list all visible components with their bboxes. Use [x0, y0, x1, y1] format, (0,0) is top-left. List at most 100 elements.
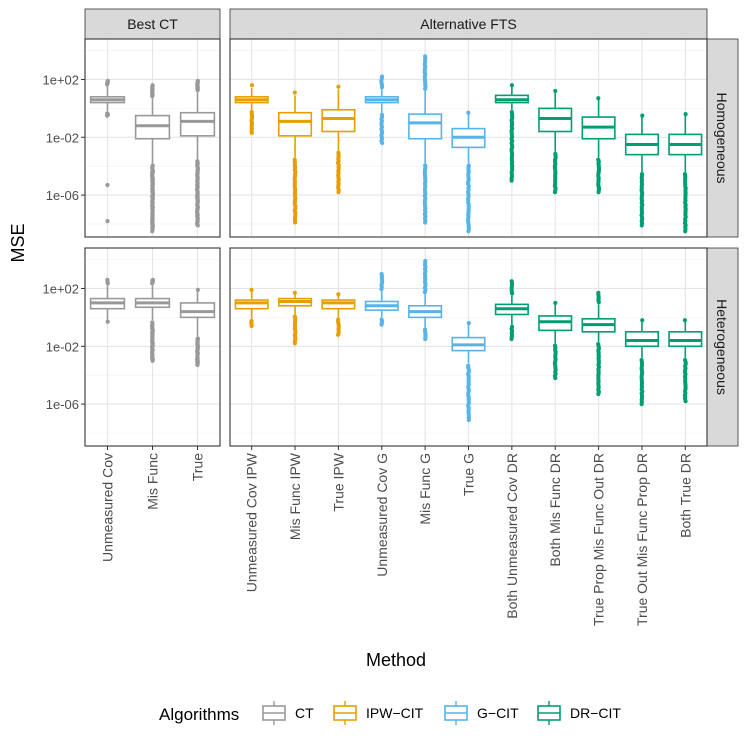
legend-entry-g-cit: G−CIT — [444, 701, 519, 725]
outlier-point — [380, 140, 385, 146]
box-heterogeneous-both-unmeasured-cov-dr — [494, 279, 529, 342]
legend: Algorithms CT IPW−CIT G−CIT DR−CIT — [159, 701, 621, 725]
outlier-point — [423, 54, 428, 59]
box-heterogeneous-true-ipw — [321, 292, 356, 337]
outlier-point — [195, 223, 200, 228]
strip-homogeneous-label: Homogeneous — [714, 92, 730, 183]
outlier-point — [509, 279, 514, 284]
x-tick-label: Mis Func G — [417, 453, 433, 525]
x-tick-label: True Prop Mis Func Out DR — [591, 453, 607, 626]
x-tick-label: Both Mis Func DR — [547, 453, 563, 567]
legend-entry-ipw-cit: IPW−CIT — [333, 701, 424, 725]
box-homogeneous-unmeasured-cov-ipw — [234, 83, 269, 136]
outlier-point — [466, 229, 471, 234]
legend-label: G−CIT — [477, 705, 519, 721]
outlier-point — [150, 229, 155, 234]
outlier-point — [335, 332, 341, 337]
outlier-point — [552, 190, 558, 195]
box-heterogeneous-true — [179, 287, 216, 368]
y-tick-label: 1e-02 — [46, 339, 79, 354]
x-axis-ticks: Unmeasured Cov Mis Func True Unmeasured Cov… — [100, 452, 694, 626]
outlier-point — [249, 83, 255, 88]
strip-alternative-fts-label: Alternative FTS — [420, 16, 516, 32]
box-homogeneous-unmeasured-cov-g — [364, 74, 399, 146]
outlier-point — [596, 290, 601, 295]
box-homogeneous-true-ipw — [321, 84, 356, 195]
box-homogeneous-true-prop-mis-func-out-dr — [581, 96, 616, 195]
outlier-point — [336, 84, 341, 89]
outlier-point — [105, 219, 110, 224]
box-iqr — [277, 111, 313, 137]
box-heterogeneous-true-g — [451, 321, 486, 423]
outlier-point — [379, 271, 384, 277]
outlier-point — [553, 375, 558, 381]
x-tick-label: Unmeasured Cov IPW — [244, 452, 260, 592]
box-homogeneous-both-true-dr — [668, 112, 703, 234]
x-tick-label: Mis Func — [145, 453, 161, 510]
outlier-point — [292, 341, 297, 346]
x-tick-label: True Out Mis Func Prop DR — [634, 453, 650, 626]
outlier-point — [105, 182, 110, 188]
box-heterogeneous-mis-func — [134, 277, 171, 363]
x-tick-label: Unmeasured Cov G — [374, 453, 390, 577]
box-heterogeneous-both-true-dr — [668, 318, 703, 404]
strip-homogeneous — [706, 38, 739, 238]
x-tick-label: Mis Func IPW — [287, 452, 303, 540]
x-tick-label: Unmeasured Cov — [100, 453, 116, 562]
outlier-point — [249, 130, 254, 136]
box-heterogeneous-unmeasured-cov-ipw — [234, 287, 269, 329]
box-iqr — [408, 113, 443, 140]
outlier-point — [423, 258, 428, 264]
outlier-point — [639, 223, 644, 228]
legend-title: Algorithms — [159, 705, 239, 724]
legend-label: CT — [295, 705, 314, 721]
y-tick-label: 1e+02 — [42, 281, 79, 296]
box-homogeneous-true-g — [451, 110, 486, 234]
x-tick-label: Both True DR — [677, 453, 693, 538]
y-tick-label: 1e+02 — [42, 72, 79, 87]
x-tick-label: Both Unmeasured Cov DR — [504, 453, 520, 619]
panel-homogeneous-alternative-fts — [229, 38, 708, 238]
y-axis-ticks: 1e+02 1e-02 1e-06 1e+02 1e-02 1e-06 — [42, 72, 79, 412]
panel-border — [84, 38, 221, 238]
outlier-point — [105, 113, 110, 118]
box-heterogeneous-true-out-mis-func-prop-dr — [624, 318, 660, 407]
box-heterogeneous-true-prop-mis-func-out-dr — [581, 290, 616, 397]
legend-label: DR−CIT — [570, 705, 621, 721]
strip-heterogeneous-label: Heterogeneous — [714, 299, 730, 395]
strip-alternative-fts — [229, 8, 708, 40]
box-homogeneous-mis-func-g — [408, 54, 443, 225]
y-tick-label: 1e-02 — [46, 130, 79, 145]
box-heterogeneous-mis-func-g — [408, 258, 443, 342]
outlier-point — [195, 362, 200, 368]
outlier-point — [249, 323, 254, 329]
x-tick-label: True G — [461, 453, 477, 496]
outlier-point — [509, 178, 514, 183]
outlier-point — [596, 391, 601, 397]
outlier-point — [150, 277, 155, 282]
box-heterogeneous-unmeasured-cov — [89, 277, 126, 324]
outlier-point — [509, 336, 514, 342]
panel-homogeneous-best-ct — [81, 38, 221, 238]
box-heterogeneous-unmeasured-cov-g — [364, 271, 399, 327]
legend-entry-ct: CT — [262, 701, 314, 725]
panel-border — [229, 38, 708, 238]
outlier-point — [423, 336, 428, 342]
legend-entry-dr-cit: DR−CIT — [537, 701, 621, 725]
outlier-point — [105, 277, 110, 282]
box-homogeneous-both-mis-func-dr — [538, 88, 573, 195]
outlier-point — [292, 90, 297, 95]
box-iqr — [321, 109, 356, 133]
box-heterogeneous-mis-func-ipw — [277, 290, 313, 346]
box-iqr — [179, 111, 216, 137]
x-axis-title: Method — [366, 650, 426, 670]
y-tick-label: 1e-06 — [46, 188, 79, 203]
box-homogeneous-unmeasured-cov — [89, 78, 126, 224]
x-tick-label: True — [190, 453, 206, 481]
outlier-point — [683, 399, 688, 404]
strip-heterogeneous — [706, 247, 739, 447]
outlier-point — [150, 83, 155, 88]
box-homogeneous-mis-func-ipw — [277, 90, 313, 225]
outlier-point — [639, 401, 644, 407]
